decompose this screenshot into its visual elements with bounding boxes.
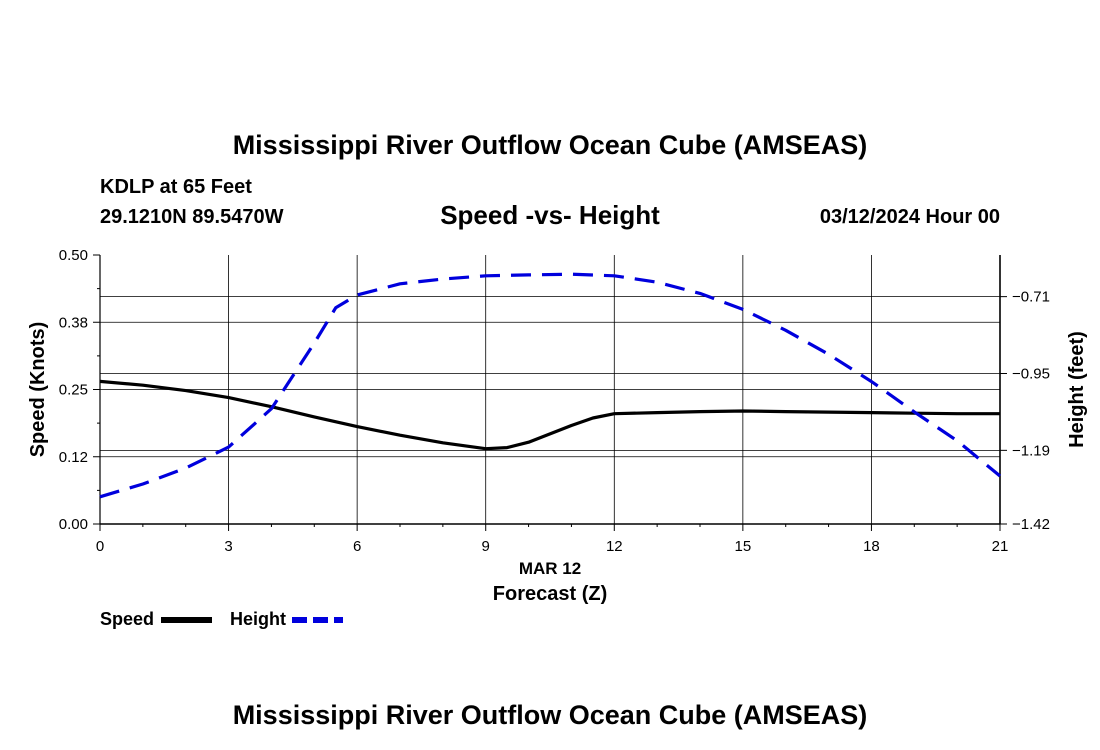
page-title: Mississippi River Outflow Ocean Cube (AM… (232, 130, 868, 160)
series-line-height (99, 272, 1002, 499)
x-axis-label: Forecast (Z) (493, 583, 607, 605)
footer-title: Mississippi River Outflow Ocean Cube (AM… (232, 700, 868, 730)
x-tick-label: 6 (353, 538, 361, 555)
y-tick-label: 0.25 (59, 382, 88, 399)
x-tick-label: 9 (482, 538, 490, 555)
y-tick-label: 0.12 (59, 449, 88, 466)
legend-label-speed: Speed (100, 609, 154, 629)
x-sublabel: MAR 12 (519, 559, 581, 578)
chart-title: Speed -vs- Height (440, 200, 660, 230)
x-tick-label: 0 (96, 538, 104, 555)
y2-tick-label: −0.95 (1012, 365, 1050, 382)
x-tick-label: 12 (606, 538, 623, 555)
y2-axis-label: Height (feet) (1066, 331, 1088, 448)
coordinates-label: 29.1210N 89.5470W (100, 206, 284, 228)
y-tick-label: 0.00 (59, 516, 88, 533)
x-tick-label: 15 (735, 538, 752, 555)
y2-tick-label: −1.19 (1012, 442, 1050, 459)
station-label: KDLP at 65 Feet (100, 176, 252, 198)
legend-label-height: Height (230, 609, 286, 629)
y2-tick-label: −0.71 (1012, 289, 1050, 306)
datetime-label: 03/12/2024 Hour 00 (819, 206, 1000, 228)
y-tick-label: 0.38 (59, 314, 88, 331)
y2-tick-label: −1.42 (1012, 516, 1050, 533)
x-tick-label: 21 (992, 538, 1009, 555)
series-line-speed (99, 379, 1000, 451)
x-tick-label: 3 (224, 538, 232, 555)
y-tick-label: 0.50 (59, 247, 88, 264)
y-axis-label: Speed (Knots) (27, 322, 49, 458)
x-tick-label: 18 (863, 538, 880, 555)
